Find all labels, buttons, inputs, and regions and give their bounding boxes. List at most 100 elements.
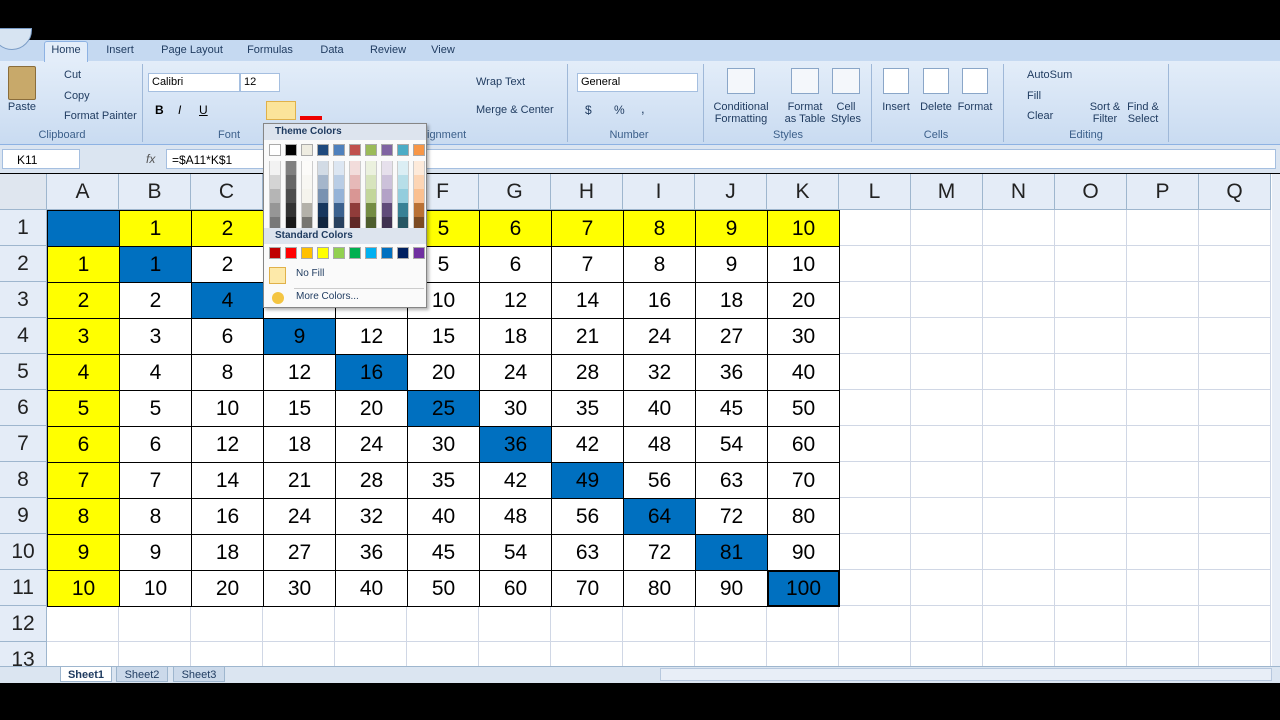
- clear-button[interactable]: Clear: [1027, 110, 1054, 122]
- more-colors-option[interactable]: More Colors...: [296, 291, 359, 302]
- fill-button[interactable]: Fill: [1027, 90, 1042, 102]
- column-header[interactable]: G: [479, 174, 551, 210]
- swatch[interactable]: [317, 217, 329, 231]
- cell[interactable]: 42: [479, 462, 552, 499]
- cell[interactable]: 20: [407, 354, 480, 391]
- swatch[interactable]: [349, 189, 361, 203]
- merge-center-button[interactable]: Merge & Center: [476, 104, 554, 116]
- cut-button[interactable]: Cut: [64, 69, 82, 81]
- cell[interactable]: 14: [191, 462, 264, 499]
- cell[interactable]: 25: [407, 390, 480, 427]
- cell[interactable]: 18: [191, 534, 264, 571]
- swatch[interactable]: [269, 247, 281, 259]
- cell[interactable]: 8: [119, 498, 192, 535]
- cell[interactable]: 5: [119, 390, 192, 427]
- cell[interactable]: 72: [695, 498, 768, 535]
- swatch[interactable]: [381, 203, 393, 217]
- row-header[interactable]: 7: [0, 426, 47, 462]
- swatch[interactable]: [285, 189, 297, 203]
- ribbon-tab[interactable]: Insert: [106, 44, 134, 56]
- cell[interactable]: 32: [623, 354, 696, 391]
- swatch[interactable]: [349, 175, 361, 189]
- row-header[interactable]: 10: [0, 534, 47, 570]
- cell[interactable]: 2: [119, 282, 192, 319]
- number-format-box[interactable]: General: [577, 73, 698, 92]
- swatch[interactable]: [397, 247, 409, 259]
- cell[interactable]: 36: [695, 354, 768, 391]
- cell[interactable]: 4: [47, 354, 120, 391]
- swatch[interactable]: [301, 175, 313, 189]
- cell[interactable]: 21: [263, 462, 336, 499]
- cell[interactable]: 2: [191, 246, 264, 283]
- cell[interactable]: 24: [335, 426, 408, 463]
- cell[interactable]: 40: [407, 498, 480, 535]
- cell[interactable]: 28: [335, 462, 408, 499]
- cell[interactable]: 9: [695, 210, 768, 247]
- cell[interactable]: 64: [623, 498, 696, 535]
- style-button[interactable]: Formatting: [714, 113, 768, 125]
- swatch[interactable]: [269, 161, 281, 175]
- swatch[interactable]: [349, 144, 361, 156]
- swatch[interactable]: [349, 203, 361, 217]
- swatch[interactable]: [365, 203, 377, 217]
- cell[interactable]: 8: [623, 246, 696, 283]
- column-header[interactable]: Q: [1199, 174, 1271, 210]
- cell[interactable]: 15: [263, 390, 336, 427]
- swatch[interactable]: [269, 203, 281, 217]
- cell[interactable]: 24: [263, 498, 336, 535]
- swatch[interactable]: [365, 217, 377, 231]
- cell[interactable]: 10: [767, 210, 840, 247]
- cell[interactable]: 32: [335, 498, 408, 535]
- cell[interactable]: 8: [623, 210, 696, 247]
- cell[interactable]: 4: [119, 354, 192, 391]
- row-header[interactable]: 6: [0, 390, 47, 426]
- style-button[interactable]: as Table: [784, 113, 826, 125]
- italic-button[interactable]: I: [178, 103, 182, 117]
- cell[interactable]: 45: [695, 390, 768, 427]
- cell[interactable]: 28: [551, 354, 624, 391]
- cell[interactable]: 1: [119, 210, 192, 247]
- cell[interactable]: 12: [479, 282, 552, 319]
- comma-button[interactable]: ,: [641, 101, 645, 116]
- column-header[interactable]: H: [551, 174, 623, 210]
- row-header[interactable]: 8: [0, 462, 47, 498]
- cell[interactable]: 9: [263, 318, 336, 355]
- swatch[interactable]: [397, 144, 409, 156]
- editing-button[interactable]: Filter: [1092, 113, 1118, 125]
- row-header[interactable]: 3: [0, 282, 47, 318]
- cell[interactable]: 30: [479, 390, 552, 427]
- cell[interactable]: 48: [623, 426, 696, 463]
- swatch[interactable]: [317, 203, 329, 217]
- swatch[interactable]: [349, 217, 361, 231]
- column-header[interactable]: N: [983, 174, 1055, 210]
- font-color-button[interactable]: [300, 101, 322, 120]
- column-header[interactable]: A: [47, 174, 119, 210]
- bold-button[interactable]: B: [155, 103, 164, 117]
- cell[interactable]: 90: [695, 570, 768, 607]
- cell[interactable]: 7: [47, 462, 120, 499]
- swatch[interactable]: [301, 217, 313, 231]
- cell[interactable]: 48: [479, 498, 552, 535]
- no-fill-option[interactable]: No Fill: [296, 268, 325, 279]
- cell[interactable]: 20: [767, 282, 840, 319]
- cell[interactable]: 4: [191, 282, 264, 319]
- cell[interactable]: 7: [551, 210, 624, 247]
- font-name-box[interactable]: Calibri: [148, 73, 240, 92]
- cells-button[interactable]: Format: [957, 101, 993, 113]
- cell[interactable]: 6: [191, 318, 264, 355]
- cell[interactable]: 20: [335, 390, 408, 427]
- ribbon-tab[interactable]: Review: [369, 44, 407, 56]
- cell[interactable]: 50: [407, 570, 480, 607]
- cell[interactable]: 9: [119, 534, 192, 571]
- cell[interactable]: 10: [767, 246, 840, 283]
- swatch[interactable]: [285, 247, 297, 259]
- swatch[interactable]: [349, 161, 361, 175]
- cell[interactable]: 30: [407, 426, 480, 463]
- swatch[interactable]: [365, 144, 377, 156]
- cell[interactable]: 10: [191, 390, 264, 427]
- swatch[interactable]: [317, 189, 329, 203]
- swatch[interactable]: [413, 217, 425, 231]
- swatch[interactable]: [365, 189, 377, 203]
- editing-button[interactable]: Select: [1127, 113, 1159, 125]
- cell[interactable]: 63: [551, 534, 624, 571]
